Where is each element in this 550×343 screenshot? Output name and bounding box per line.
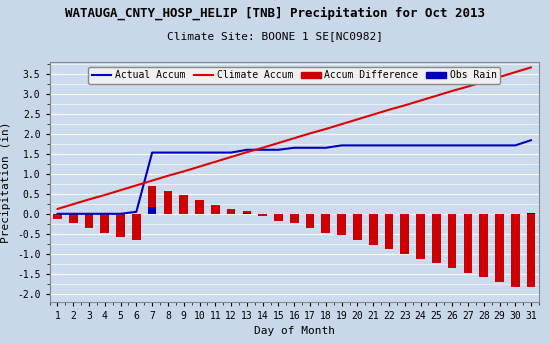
Bar xyxy=(148,186,157,214)
Bar xyxy=(480,214,488,277)
Bar xyxy=(85,214,94,228)
Bar xyxy=(148,207,157,214)
Text: WATAUGA_CNTY_HOSP_HELIP [TNB] Precipitation for Oct 2013: WATAUGA_CNTY_HOSP_HELIP [TNB] Precipitat… xyxy=(65,7,485,20)
X-axis label: Day of Month: Day of Month xyxy=(254,327,335,336)
Bar xyxy=(337,214,346,235)
Bar xyxy=(116,214,125,237)
Bar xyxy=(243,211,251,214)
Bar xyxy=(306,214,315,228)
Bar xyxy=(227,209,235,214)
Bar xyxy=(400,214,409,254)
Y-axis label: Precipitation (in): Precipitation (in) xyxy=(2,121,12,243)
Bar xyxy=(132,214,141,240)
Bar xyxy=(527,214,536,287)
Bar xyxy=(211,204,219,214)
Bar xyxy=(101,214,109,233)
Bar xyxy=(179,195,188,214)
Bar xyxy=(384,214,393,249)
Bar xyxy=(163,191,172,214)
Bar xyxy=(353,214,362,240)
Bar xyxy=(369,214,377,245)
Bar xyxy=(416,214,425,259)
Bar xyxy=(195,200,204,214)
Bar xyxy=(53,214,62,218)
Bar xyxy=(511,214,520,287)
Bar xyxy=(448,214,456,268)
Bar xyxy=(527,213,536,214)
Bar xyxy=(290,214,299,223)
Text: Climate Site: BOONE 1 SE[NC0982]: Climate Site: BOONE 1 SE[NC0982] xyxy=(167,31,383,41)
Bar xyxy=(322,214,330,233)
Bar xyxy=(69,214,78,223)
Bar xyxy=(274,214,283,221)
Bar xyxy=(258,214,267,216)
Bar xyxy=(464,214,472,273)
Bar xyxy=(495,214,504,282)
Bar xyxy=(432,214,441,263)
Legend: Actual Accum, Climate Accum, Accum Difference, Obs Rain: Actual Accum, Climate Accum, Accum Diffe… xyxy=(88,67,500,84)
